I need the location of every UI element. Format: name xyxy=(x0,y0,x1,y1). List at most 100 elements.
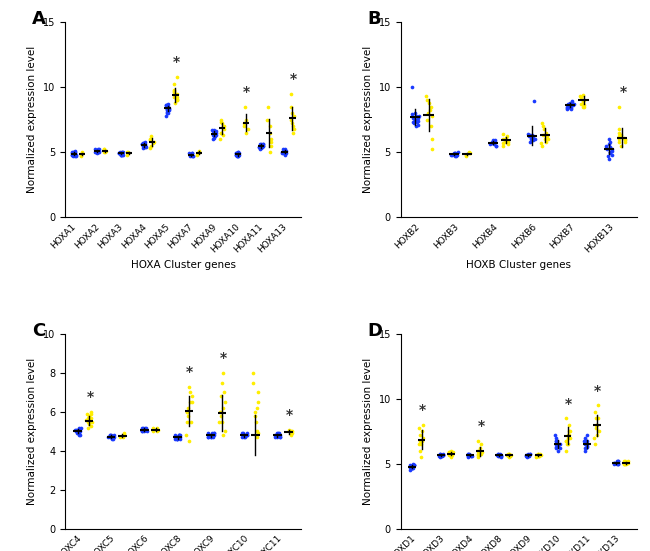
Point xyxy=(170,431,180,440)
Point xyxy=(72,425,83,434)
Point xyxy=(186,417,196,426)
Point xyxy=(209,431,219,440)
Point xyxy=(233,150,244,159)
Point xyxy=(145,144,155,153)
Point xyxy=(172,96,183,105)
Point xyxy=(237,433,247,442)
Point xyxy=(138,138,149,147)
Point xyxy=(187,152,198,160)
Point xyxy=(614,134,624,143)
Point xyxy=(605,148,616,156)
Point xyxy=(203,433,213,442)
Point xyxy=(272,431,282,440)
Point xyxy=(170,433,181,442)
Point xyxy=(407,463,417,472)
Point xyxy=(449,149,460,158)
Point xyxy=(444,448,454,457)
Point xyxy=(252,404,263,413)
Point xyxy=(285,427,296,436)
Point xyxy=(81,409,92,418)
Point xyxy=(172,435,182,444)
Point xyxy=(612,458,623,467)
Point xyxy=(452,150,462,159)
Point xyxy=(162,104,173,112)
Point xyxy=(231,150,242,159)
Point xyxy=(99,148,110,156)
Point xyxy=(287,122,298,131)
Point xyxy=(238,429,248,438)
Point xyxy=(187,152,198,160)
Point xyxy=(504,452,514,461)
Point xyxy=(476,440,486,449)
Point xyxy=(123,149,133,158)
Point xyxy=(74,425,85,434)
Point xyxy=(497,129,508,138)
Point xyxy=(413,120,424,129)
Point xyxy=(616,131,626,139)
Point xyxy=(562,440,572,449)
Point xyxy=(620,137,630,146)
Point xyxy=(119,431,129,440)
Point xyxy=(541,128,551,137)
Point xyxy=(91,147,101,155)
Text: *: * xyxy=(86,390,94,404)
Point xyxy=(414,423,424,432)
Point xyxy=(116,150,126,159)
Point xyxy=(609,458,619,467)
Point xyxy=(163,106,174,115)
Point xyxy=(581,440,592,449)
Point xyxy=(413,116,423,125)
Point xyxy=(287,427,297,436)
Point xyxy=(566,101,576,110)
Point xyxy=(280,147,291,155)
Point xyxy=(216,379,227,387)
Point xyxy=(575,91,586,100)
Point xyxy=(248,379,258,387)
Point xyxy=(255,141,265,150)
Point xyxy=(538,122,548,131)
Point xyxy=(257,141,268,150)
Y-axis label: Normalized expression level: Normalized expression level xyxy=(363,46,373,193)
Point xyxy=(231,149,241,158)
Point xyxy=(138,144,148,153)
Point xyxy=(263,102,273,111)
Point xyxy=(140,141,151,150)
Point xyxy=(444,448,454,457)
Point xyxy=(501,133,512,142)
Point xyxy=(148,427,158,436)
Point xyxy=(209,131,219,139)
Point xyxy=(620,134,630,143)
Y-axis label: Normalized expression level: Normalized expression level xyxy=(27,46,37,193)
Point xyxy=(208,433,218,442)
Point xyxy=(489,140,499,149)
Point xyxy=(411,116,422,125)
Point xyxy=(192,150,202,159)
Point xyxy=(567,97,577,106)
Point xyxy=(405,466,415,475)
Point xyxy=(541,137,551,146)
Point xyxy=(280,145,290,154)
Point xyxy=(614,132,624,141)
Point xyxy=(551,436,561,445)
Point xyxy=(607,147,618,155)
Point xyxy=(522,453,532,462)
Point xyxy=(498,138,508,147)
Point xyxy=(411,122,421,131)
Point xyxy=(562,102,573,111)
Text: *: * xyxy=(243,85,250,99)
Point xyxy=(434,452,444,461)
Point xyxy=(412,118,423,127)
Point xyxy=(449,152,460,160)
Point xyxy=(207,126,218,134)
Point xyxy=(521,452,532,461)
Point xyxy=(409,119,419,128)
Point xyxy=(219,427,229,436)
Point xyxy=(413,111,424,120)
Point xyxy=(552,436,562,445)
Point xyxy=(162,105,172,114)
Point xyxy=(591,414,601,423)
Text: *: * xyxy=(173,55,179,69)
Point xyxy=(138,138,148,147)
Text: A: A xyxy=(32,10,46,28)
Point xyxy=(241,431,252,440)
